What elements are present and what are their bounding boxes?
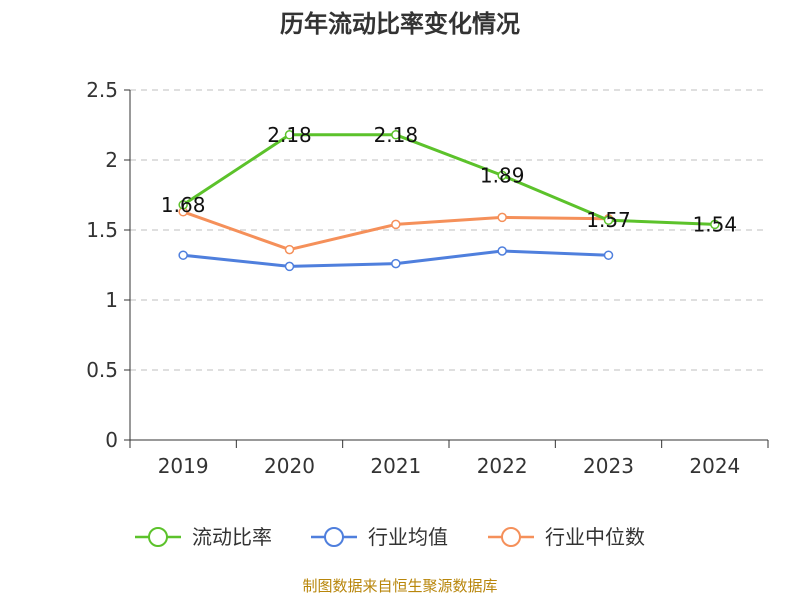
legend-marker xyxy=(148,527,168,547)
data-label: 2.18 xyxy=(267,123,312,147)
data-point xyxy=(710,219,720,230)
data-labels: 1.68 2.18 2.18 1.89 1.57 1.54 xyxy=(161,123,737,237)
legend-marker xyxy=(324,527,344,547)
data-point xyxy=(284,244,295,255)
x-tick-label: 2024 xyxy=(689,454,740,478)
legend-marker xyxy=(501,527,521,547)
data-point xyxy=(497,246,507,256)
data-point xyxy=(391,130,401,140)
series-3 xyxy=(178,207,614,255)
data-label: 1.89 xyxy=(480,163,525,187)
data-label: 1.54 xyxy=(693,212,738,236)
data-point xyxy=(603,250,614,260)
y-tick-label: 2.5 xyxy=(86,78,118,102)
data-point xyxy=(284,261,295,272)
legend-item-1: 流动比率 xyxy=(135,525,272,549)
legend-item-2: 行业均值 xyxy=(311,525,448,549)
y-tick-label: 1.5 xyxy=(86,218,118,242)
axes: 0 0.5 1 1.5 2 2.5 2019 2020 2021 2022 2023 2024 xyxy=(86,78,769,478)
x-tick-label: 2020 xyxy=(264,454,315,478)
legend-label: 流动比率 xyxy=(192,525,272,549)
x-tick-label: 2019 xyxy=(158,454,209,478)
legend-item-3: 行业中位数 xyxy=(488,525,645,549)
series-1 xyxy=(178,130,720,230)
y-tick-label: 0 xyxy=(105,428,118,452)
data-point xyxy=(497,170,507,181)
data-point xyxy=(497,212,507,223)
series-line xyxy=(182,133,715,226)
chart-title: 历年流动比率变化情况 xyxy=(280,10,520,38)
y-tick-label: 1 xyxy=(105,288,118,312)
data-point xyxy=(391,258,401,269)
data-point xyxy=(284,130,295,140)
x-tick-label: 2023 xyxy=(583,454,634,478)
y-tick-label: 2 xyxy=(105,148,118,172)
legend-label: 行业中位数 xyxy=(545,525,645,549)
series-line xyxy=(182,210,609,252)
data-label: 1.68 xyxy=(161,193,206,217)
source-note: 制图数据来自恒生聚源数据库 xyxy=(302,577,497,595)
legend-label: 行业均值 xyxy=(368,525,448,549)
x-tick-label: 2022 xyxy=(477,454,528,478)
series-2 xyxy=(178,246,614,272)
y-tick-label: 0.5 xyxy=(86,358,118,382)
gridlines xyxy=(130,89,768,371)
data-point xyxy=(391,219,401,230)
data-point xyxy=(178,250,188,260)
legend: 流动比率 行业均值 行业中位数 xyxy=(135,525,645,549)
data-point xyxy=(178,200,188,210)
series-group xyxy=(178,130,720,272)
data-label: 2.18 xyxy=(374,123,419,147)
data-label: 1.57 xyxy=(586,208,631,232)
x-tick-label: 2021 xyxy=(370,454,421,478)
data-point xyxy=(603,215,614,225)
